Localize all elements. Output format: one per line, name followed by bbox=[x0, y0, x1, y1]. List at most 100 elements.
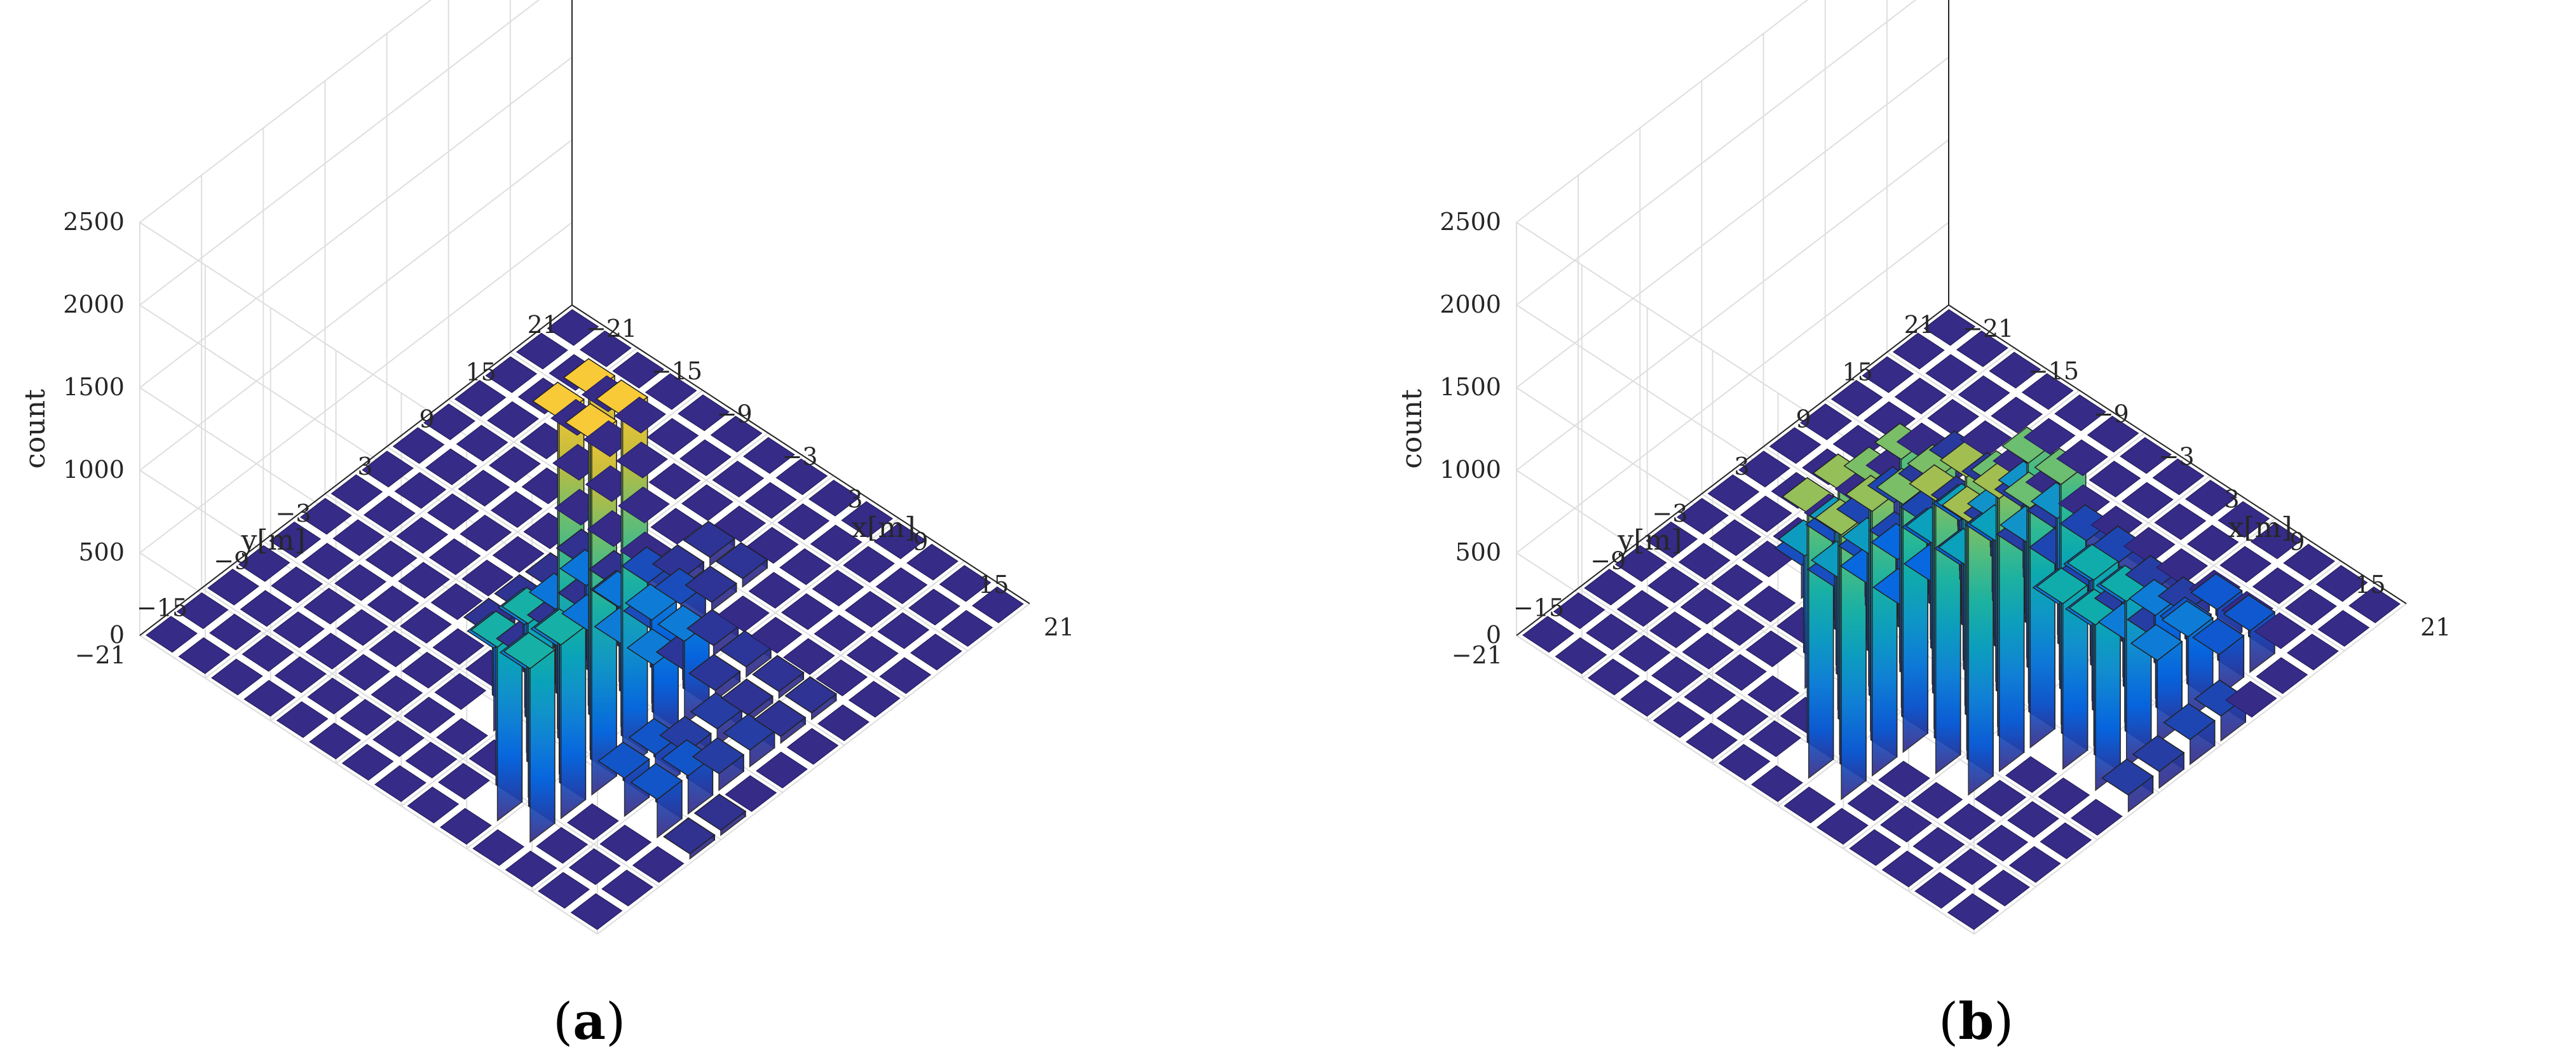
x-tick-label: 3 bbox=[847, 485, 862, 513]
bar bbox=[712, 460, 765, 498]
y-tick-label: 15 bbox=[1842, 358, 1872, 386]
bar bbox=[1616, 590, 1669, 627]
z-tick-label: 0 bbox=[1486, 621, 1501, 649]
bar bbox=[336, 609, 388, 646]
x-tick-label: −21 bbox=[1963, 315, 2014, 342]
bar bbox=[1677, 498, 1729, 535]
bar bbox=[374, 765, 426, 803]
bar bbox=[1800, 403, 1852, 440]
bar bbox=[630, 763, 683, 839]
bar bbox=[683, 520, 735, 567]
bar bbox=[269, 521, 322, 559]
bar bbox=[178, 637, 231, 674]
y-tick-label: −15 bbox=[137, 594, 187, 622]
bars bbox=[146, 309, 1024, 930]
bar bbox=[2254, 612, 2307, 649]
x-tick-label: −15 bbox=[2028, 357, 2079, 385]
bar bbox=[848, 681, 901, 718]
bar bbox=[721, 678, 773, 723]
bar bbox=[1974, 780, 2027, 817]
bar bbox=[693, 793, 747, 836]
bar bbox=[547, 309, 599, 346]
bar bbox=[753, 700, 807, 744]
bar bbox=[209, 613, 261, 651]
bar bbox=[570, 893, 623, 930]
bar bbox=[2250, 522, 2303, 560]
z-tick-label: 1500 bbox=[1440, 373, 1501, 401]
bar bbox=[440, 808, 492, 845]
bar bbox=[505, 850, 557, 888]
bar bbox=[2154, 503, 2207, 541]
bar bbox=[1862, 356, 1914, 393]
bar bbox=[1894, 377, 1947, 415]
bar bbox=[492, 536, 545, 573]
bar bbox=[1941, 485, 1994, 796]
y-tick-label: 9 bbox=[1796, 405, 1811, 433]
bar bbox=[810, 524, 862, 562]
bar bbox=[309, 722, 361, 760]
bar bbox=[784, 675, 837, 721]
bar bbox=[2089, 460, 2141, 498]
bar bbox=[2287, 634, 2339, 671]
bar bbox=[396, 517, 449, 554]
bar bbox=[845, 590, 897, 628]
bar bbox=[454, 379, 507, 417]
bar bbox=[745, 482, 797, 519]
bar bbox=[362, 451, 414, 488]
bar bbox=[692, 736, 745, 792]
bar bbox=[425, 448, 477, 485]
bar bbox=[367, 585, 419, 623]
x-tick-label: −9 bbox=[717, 400, 753, 428]
bars bbox=[1522, 309, 2401, 930]
bar bbox=[2219, 546, 2272, 583]
bar bbox=[2056, 439, 2108, 477]
bar bbox=[681, 484, 733, 522]
bar bbox=[1646, 521, 1698, 559]
bar bbox=[458, 470, 510, 507]
bar bbox=[485, 356, 538, 393]
bar bbox=[2192, 618, 2245, 697]
bar bbox=[472, 829, 525, 866]
bar bbox=[339, 698, 392, 736]
bar bbox=[783, 638, 835, 675]
bar bbox=[407, 786, 460, 824]
bar bbox=[1880, 805, 1932, 843]
bar bbox=[2054, 394, 2106, 431]
bar bbox=[275, 656, 327, 693]
bar bbox=[2087, 416, 2139, 453]
panel-label-b: (b) bbox=[1939, 991, 2014, 1051]
bar bbox=[1738, 451, 1790, 488]
bar bbox=[394, 471, 447, 509]
bar bbox=[207, 568, 259, 606]
bar bbox=[146, 616, 198, 653]
bar bbox=[817, 704, 869, 742]
x-axis-label: x[m] bbox=[2228, 512, 2293, 544]
bar bbox=[580, 330, 632, 367]
y-tick-label: 3 bbox=[1734, 452, 1749, 480]
x-tick-label: −3 bbox=[2159, 442, 2195, 470]
z-tick-label: 500 bbox=[1455, 538, 1501, 566]
bar bbox=[1830, 379, 1883, 417]
bar bbox=[1686, 722, 1738, 760]
bar bbox=[815, 659, 868, 696]
y-axis-label: y[m] bbox=[241, 524, 306, 557]
bar bbox=[438, 763, 490, 800]
bar bbox=[1745, 630, 1798, 668]
bar bbox=[618, 486, 670, 524]
bar bbox=[1680, 587, 1733, 625]
z-tick-label: 2500 bbox=[63, 208, 125, 236]
bar bbox=[243, 679, 296, 717]
bar bbox=[1522, 616, 1574, 653]
bar bbox=[678, 394, 730, 431]
bar bbox=[1989, 351, 2041, 389]
bar bbox=[1849, 829, 1902, 866]
bar bbox=[1914, 872, 1966, 909]
bar bbox=[1893, 332, 1945, 370]
bar bbox=[644, 373, 697, 410]
z-tick-label: 2500 bbox=[1440, 208, 1501, 236]
bar bbox=[300, 498, 352, 535]
bar bbox=[2317, 609, 2370, 647]
z-tick-label: 2000 bbox=[1440, 290, 1501, 318]
bar bbox=[400, 606, 452, 644]
